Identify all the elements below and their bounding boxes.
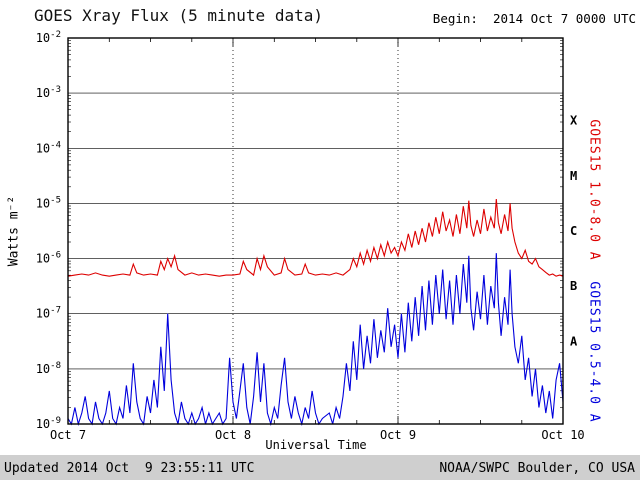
flare-class-label: A	[570, 334, 578, 348]
begin-timestamp-label: Begin: 2014 Oct 7 0000 UTC	[432, 11, 636, 26]
x-tick-label: Oct 10	[541, 428, 584, 442]
updated-timestamp-label: Updated 2014 Oct 9 23:55:11 UTC	[4, 461, 255, 476]
x-tick-label: Oct 8	[215, 428, 251, 442]
flare-class-label: X	[570, 114, 578, 128]
series-long-channel	[67, 198, 564, 277]
x-axis-label: Universal Time	[265, 438, 367, 452]
series-label-short-channel: GOES15 0.5-4.0 A	[586, 281, 602, 423]
page-title: GOES Xray Flux (5 minute data)	[34, 6, 323, 25]
x-tick-label: Oct 7	[50, 428, 86, 442]
y-tick-label: 10-2	[36, 30, 61, 45]
flare-class-label: C	[570, 224, 577, 238]
series-label-long-channel: GOES15 1.0-8.0 A	[586, 119, 602, 261]
series-short-channel	[67, 253, 564, 427]
x-tick-label: Oct 9	[380, 428, 416, 442]
flare-class-label: M	[570, 169, 577, 183]
flare-class-label: B	[570, 279, 577, 293]
y-tick-label: 10-8	[36, 361, 61, 376]
footer-bar	[0, 455, 640, 480]
credit-label: NOAA/SWPC Boulder, CO USA	[439, 461, 635, 476]
y-tick-label: 10-4	[36, 140, 61, 155]
y-tick-label: 10-7	[36, 306, 61, 321]
y-tick-label: 10-6	[36, 251, 61, 266]
plot-frame	[67, 37, 564, 425]
y-tick-label: 10-5	[36, 195, 61, 210]
y-tick-label: 10-3	[36, 85, 61, 100]
y-axis-label: Watts m⁻²	[6, 195, 22, 267]
